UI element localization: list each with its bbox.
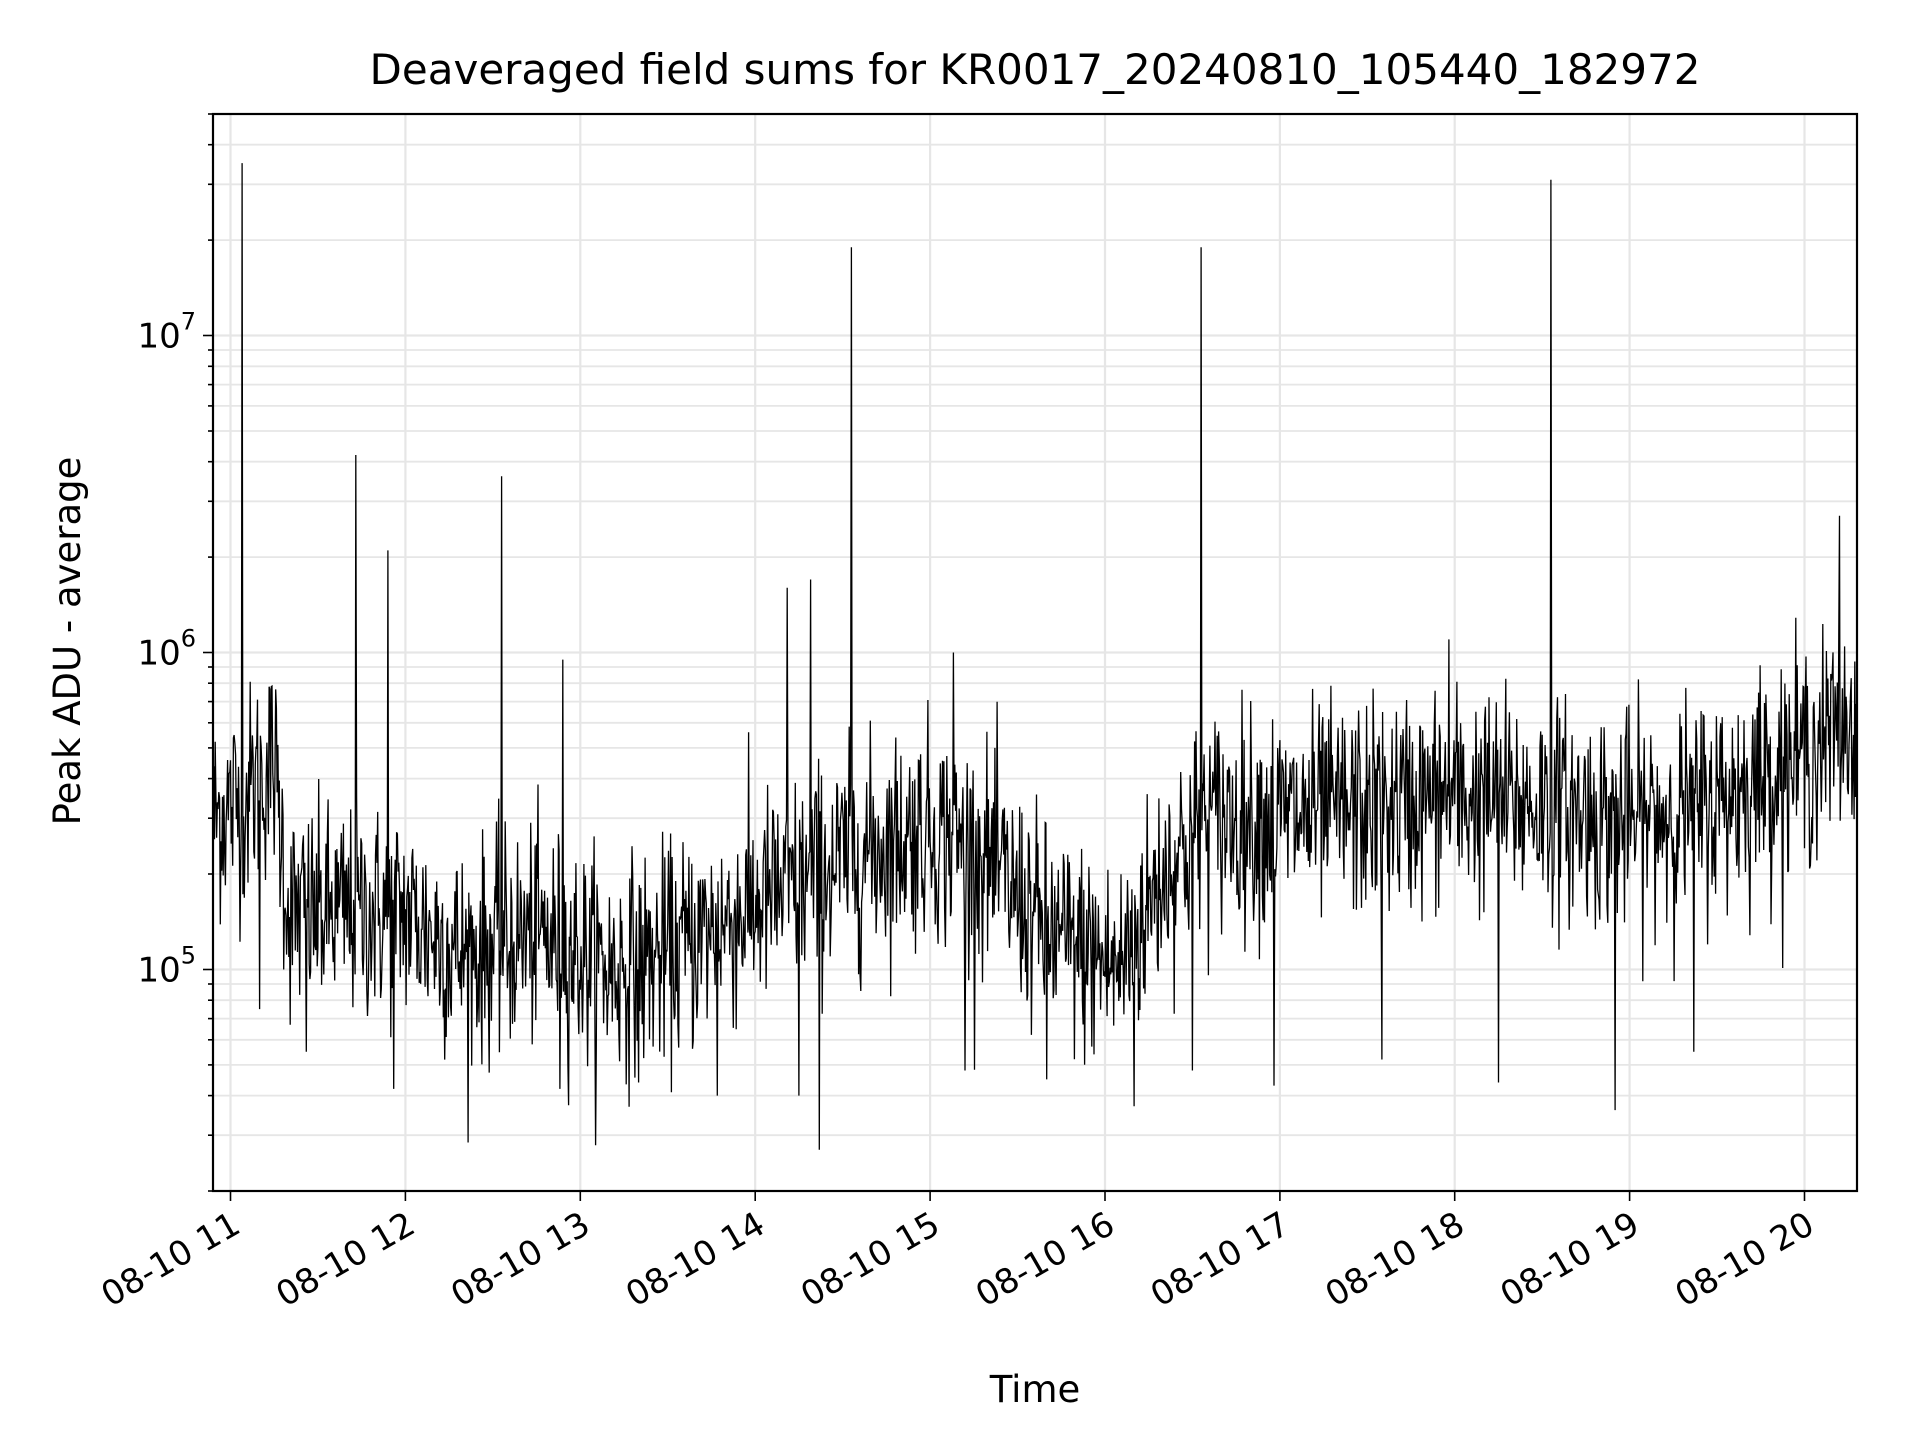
x-tick-label: 08-10 19 (1494, 1204, 1646, 1315)
x-tick-label: 08-10 20 (1669, 1204, 1821, 1315)
x-tick-label: 08-10 18 (1319, 1204, 1471, 1315)
y-tick-label: 105 (137, 942, 196, 991)
series-line (212, 163, 1858, 1150)
x-tick-label: 08-10 13 (444, 1204, 596, 1315)
x-tick-label: 08-10 14 (619, 1204, 771, 1315)
y-tick-label: 106 (137, 625, 196, 674)
chart-title: Deaveraged field sums for KR0017_2024081… (370, 45, 1701, 94)
grid-layer (213, 113, 1857, 1192)
x-tick-label: 08-10 15 (794, 1204, 946, 1315)
x-axis-label: Time (989, 1368, 1081, 1411)
x-tick-label: 08-10 16 (969, 1204, 1121, 1315)
x-tick-label: 08-10 11 (95, 1204, 247, 1315)
series-layer (212, 163, 1858, 1150)
x-tick-label: 08-10 17 (1144, 1204, 1296, 1315)
y-axis-label: Peak ADU - average (46, 457, 89, 826)
x-tick-label: 08-10 12 (270, 1204, 422, 1315)
y-tick-label: 107 (137, 308, 196, 357)
